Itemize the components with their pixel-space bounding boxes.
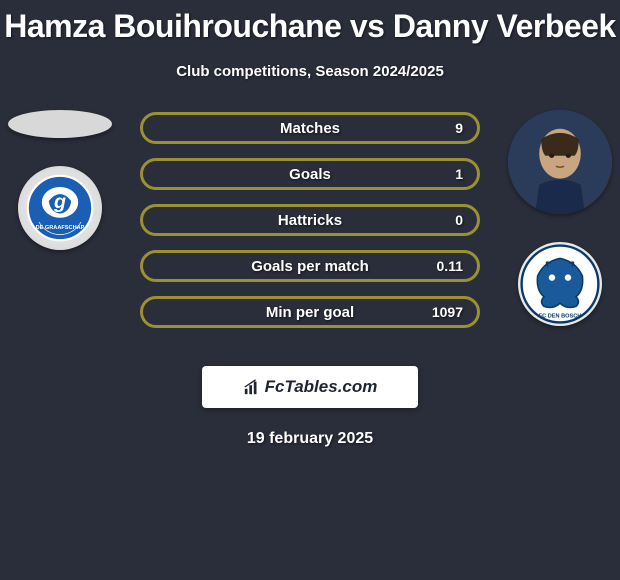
chart-icon [243,378,261,396]
left-player-column: g DE GRAAFSCHAP [0,110,120,250]
stat-row: Goals 1 [140,158,480,190]
brand-box[interactable]: FcTables.com [202,366,418,408]
right-player-column: FC DEN BOSCH [500,110,620,326]
stat-label: Matches [280,120,340,137]
stat-label: Min per goal [266,304,354,321]
svg-text:g: g [53,191,66,213]
svg-text:FC DEN BOSCH: FC DEN BOSCH [539,314,582,320]
stat-value-right: 1 [455,166,463,182]
stats-list: Matches 9 Goals 1 Hattricks 0 Goals per … [140,110,480,328]
stat-value-right: 0.11 [437,258,463,274]
de-graafschap-icon: g DE GRAAFSCHAP [25,173,95,243]
stat-row: Matches 9 [140,112,480,144]
stat-row: Goals per match 0.11 [140,250,480,282]
page-subtitle: Club competitions, Season 2024/2025 [0,63,620,80]
brand-text: FcTables.com [265,377,378,397]
stat-value-right: 0 [455,212,463,228]
svg-text:DE GRAAFSCHAP: DE GRAAFSCHAP [36,225,85,231]
comparison-content: g DE GRAAFSCHAP Matches 9 Goals 1 Hattri… [0,110,620,350]
stat-label: Hattricks [278,212,342,229]
stat-value-right: 1097 [432,304,463,320]
player-left-avatar [8,110,112,138]
club-right-badge: FC DEN BOSCH [518,242,602,326]
fc-den-bosch-icon: FC DEN BOSCH [520,244,600,324]
player-face-icon [508,110,612,214]
stat-row: Min per goal 1097 [140,296,480,328]
player-right-avatar [508,110,612,214]
page-title: Hamza Bouihrouchane vs Danny Verbeek [0,0,620,45]
date-text: 19 february 2025 [0,430,620,448]
stat-label: Goals [289,166,331,183]
stat-label: Goals per match [251,258,369,275]
stat-value-right: 9 [455,120,463,136]
stat-row: Hattricks 0 [140,204,480,236]
club-left-badge: g DE GRAAFSCHAP [18,166,102,250]
